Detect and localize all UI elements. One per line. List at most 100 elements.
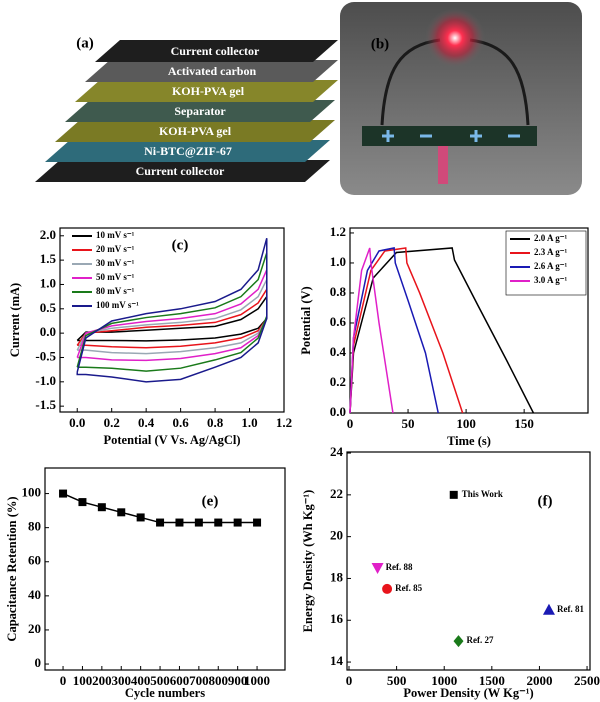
y-tick-label: 1.0	[40, 275, 56, 290]
plot-frame	[349, 227, 589, 414]
layer-label: Ni-BTC@ZIF-67	[144, 144, 232, 158]
y-axis-label: Current (mA)	[8, 283, 22, 357]
point	[214, 518, 223, 527]
y-tick-label: 80	[28, 519, 41, 534]
x-axis-label: Time (s)	[447, 434, 491, 448]
x-tick-label: 300	[111, 673, 131, 688]
legend-label: 20 mV s⁻¹	[96, 244, 135, 254]
x-tick-label: 0.0	[69, 415, 85, 430]
panel-label: (e)	[202, 493, 219, 509]
legend-label: 3.0 A g⁻¹	[534, 275, 568, 285]
x-tick-label: 2000	[526, 673, 552, 688]
y-tick-label: -0.5	[35, 348, 56, 363]
x-tick-label: 0.4	[138, 415, 155, 430]
point	[59, 489, 68, 498]
point	[156, 518, 165, 527]
line	[349, 247, 439, 414]
x-tick-label: 0	[346, 673, 353, 688]
legend-label: 2.0 A g⁻¹	[534, 233, 568, 243]
y-tick-label: 0.5	[40, 300, 57, 315]
legend-label: 30 mV s⁻¹	[96, 258, 135, 268]
y-axis-label: Energy Density (Wh Kg⁻¹)	[301, 490, 315, 633]
legend-label: 50 mV s⁻¹	[96, 272, 135, 282]
x-tick-label: 700	[189, 673, 209, 688]
point-label: This Work	[462, 489, 503, 499]
point	[175, 518, 184, 527]
layer-diagram: Current collector Activated carbon KOH-P…	[35, 35, 338, 182]
point-label: Ref. 27	[467, 635, 494, 645]
point-label: Ref. 85	[395, 583, 422, 593]
y-tick-label: 0.8	[330, 284, 347, 299]
panel-label: (f)	[538, 493, 553, 509]
x-tick-label: 200	[92, 673, 112, 688]
x-tick-label: 0.6	[172, 415, 189, 430]
y-tick-label: 1.2	[330, 224, 346, 239]
point	[542, 603, 555, 615]
layer-label: Activated carbon	[168, 64, 257, 78]
line	[76, 238, 268, 383]
device-photo: (b)	[340, 2, 582, 195]
x-tick-label: 1.2	[276, 415, 292, 430]
y-tick-label: 60	[28, 553, 41, 568]
point	[449, 490, 458, 499]
panel-label: (a)	[76, 35, 94, 51]
x-axis-label: Cycle numbers	[125, 686, 205, 700]
layer-label: KOH-PVA gel	[159, 124, 232, 138]
legend-label: 100 mV s⁻¹	[96, 300, 139, 310]
plot-frame	[59, 227, 285, 413]
y-axis-label: Potential (V)	[299, 286, 313, 354]
y-tick-label: -1.5	[35, 397, 56, 412]
layer-label: Separator	[174, 104, 226, 118]
legend-label: 80 mV s⁻¹	[96, 286, 135, 296]
x-axis-label: Potential (V Vs. Ag/AgCl)	[103, 433, 240, 447]
point	[194, 518, 203, 527]
x-tick-label: 1.0	[241, 415, 257, 430]
y-tick-label: 0.0	[330, 404, 346, 419]
y-tick-label: 20	[28, 621, 41, 636]
layer-label: KOH-PVA gel	[172, 84, 245, 98]
panel-label: (c)	[172, 237, 189, 253]
x-tick-label: 800	[209, 673, 229, 688]
y-tick-label: 14	[330, 653, 344, 668]
x-tick-label: 0.8	[207, 415, 224, 430]
legend-label: 2.3 A g⁻¹	[534, 247, 568, 257]
line	[62, 492, 258, 524]
plot-frame	[44, 467, 286, 671]
x-tick-label: 100	[456, 416, 476, 431]
point	[97, 503, 106, 512]
line	[349, 247, 535, 414]
x-tick-label: 500	[387, 673, 407, 688]
y-tick-label: 1.5	[40, 251, 57, 266]
y-tick-label: 0.0	[40, 324, 56, 339]
x-tick-label: 150	[514, 416, 534, 431]
y-tick-label: 2.0	[40, 227, 56, 242]
x-tick-label: 600	[170, 673, 190, 688]
layer-label: Current collector	[171, 44, 260, 58]
point-label: Ref. 88	[386, 562, 413, 572]
line	[349, 247, 394, 414]
y-tick-label: -1.0	[35, 373, 56, 388]
x-tick-label: 1000	[244, 673, 270, 688]
y-tick-label: 0	[35, 655, 42, 670]
point	[371, 563, 384, 575]
point	[117, 508, 126, 517]
y-axis-label: Capacitance Retention (%)	[5, 496, 19, 641]
x-tick-label: 0	[347, 416, 354, 431]
y-tick-label: 0.2	[330, 374, 346, 389]
y-tick-label: 18	[330, 569, 344, 584]
layer-label: Current collector	[136, 164, 225, 178]
point	[136, 513, 145, 522]
point	[78, 498, 87, 507]
x-tick-label: 1500	[479, 673, 505, 688]
y-tick-label: 40	[28, 587, 41, 602]
point	[453, 635, 464, 648]
line	[76, 252, 268, 372]
panel-label: (b)	[371, 36, 389, 52]
x-axis-label: Power Density (W Kg⁻¹)	[403, 686, 533, 700]
y-tick-label: 0.4	[330, 344, 347, 359]
point-label: Ref. 81	[557, 604, 584, 614]
x-tick-label: 2500	[574, 673, 600, 688]
x-tick-label: 100	[73, 673, 93, 688]
plot-frame	[346, 451, 591, 671]
line	[349, 247, 464, 414]
